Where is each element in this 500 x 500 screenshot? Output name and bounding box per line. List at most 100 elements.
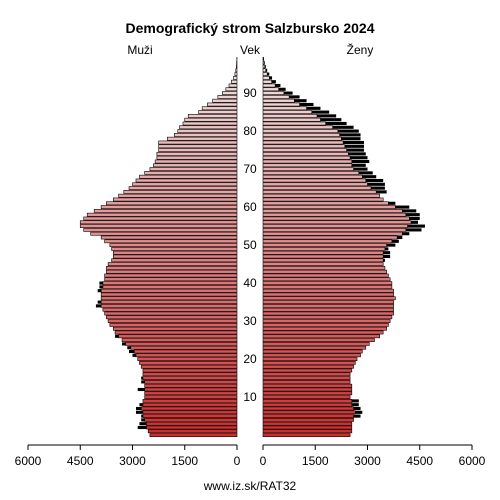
female-x-tick-label: 3000 <box>354 454 381 468</box>
male-bar-age-16 <box>142 372 238 377</box>
female-bar-age-5 <box>262 414 354 418</box>
female-bar-age-33 <box>262 307 394 312</box>
female-bar-age-63 <box>262 193 380 198</box>
female-bar-age-90 <box>262 91 285 95</box>
male-bar-age-24 <box>125 342 238 346</box>
female-bar-age-2 <box>262 425 353 430</box>
age-tick-label: 40 <box>243 276 257 290</box>
female-bar-age-55 <box>262 224 408 228</box>
male-bar-age-31 <box>106 315 238 320</box>
female-surplus-age-50 <box>386 243 396 247</box>
female-surplus-age-75 <box>346 148 365 152</box>
female-surplus-age-54 <box>405 228 422 232</box>
male-bar-age-27 <box>114 330 238 335</box>
female-bar-age-46 <box>262 258 384 263</box>
age-tick-label: 70 <box>243 162 257 176</box>
female-bar-age-74 <box>262 152 349 156</box>
male-surplus-age-7 <box>135 406 142 411</box>
male-surplus-age-38 <box>97 289 102 293</box>
female-bar-age-38 <box>262 288 394 293</box>
male-bar-age-9 <box>142 399 238 403</box>
male-bar-age-41 <box>104 277 238 282</box>
female-surplus-age-95 <box>267 72 270 76</box>
male-bar-age-26 <box>118 334 238 339</box>
female-bar-age-96 <box>262 68 267 73</box>
female-surplus-age-68 <box>362 175 377 179</box>
male-bar-age-22 <box>133 349 238 354</box>
male-bar-age-77 <box>158 140 238 145</box>
male-bar-age-70 <box>149 167 238 171</box>
female-x-axis: 0 1500 3000 4500 6000 <box>260 444 486 468</box>
female-bar-age-27 <box>262 330 384 335</box>
male-bar-age-19 <box>139 361 238 365</box>
male-bar-age-44 <box>106 266 238 270</box>
male-bar-age-43 <box>106 269 238 274</box>
female-bar-age-40 <box>262 281 393 285</box>
male-bar-age-14 <box>144 380 238 384</box>
male-bar-age-89 <box>217 95 238 99</box>
male-bar-age-11 <box>144 391 238 396</box>
male-bar-age-51 <box>104 239 238 244</box>
male-surplus-age-5 <box>141 414 143 418</box>
male-bar-age-83 <box>184 117 238 122</box>
male-bar-age-97 <box>236 64 238 69</box>
female-bar-age-56 <box>262 220 412 225</box>
male-bar-age-17 <box>142 368 238 373</box>
female-surplus-age-9 <box>351 399 359 403</box>
source-label: www.iz.sk/RAT32 <box>203 479 297 493</box>
female-bar-age-35 <box>262 300 394 304</box>
male-surplus-age-35 <box>97 300 102 304</box>
female-bar-age-9 <box>262 399 353 403</box>
male-bar-age-4 <box>144 418 238 422</box>
female-bar-age-94 <box>262 76 270 80</box>
female-bar-age-14 <box>262 380 351 384</box>
male-surplus-age-6 <box>135 410 143 414</box>
male-bar-age-66 <box>132 182 238 187</box>
female-bar-age-47 <box>262 254 384 259</box>
male-bar-age-13 <box>144 383 238 388</box>
female-bar-age-4 <box>262 418 354 422</box>
male-bar-age-2 <box>146 425 238 430</box>
female-surplus-age-55 <box>407 224 425 228</box>
male-bar-age-57 <box>83 216 238 221</box>
male-bar-age-92 <box>228 83 238 88</box>
age-tick-label: 30 <box>243 314 257 328</box>
female-surplus-age-96 <box>265 68 268 72</box>
female-surplus-age-76 <box>344 144 365 148</box>
male-bar-age-50 <box>109 243 238 247</box>
female-bar-age-87 <box>262 102 300 107</box>
male-bar-age-55 <box>79 224 238 228</box>
male-bar-age-64 <box>123 190 238 194</box>
female-surplus-age-52 <box>397 235 403 240</box>
female-surplus-age-77 <box>343 140 365 145</box>
female-bar-age-97 <box>262 64 266 69</box>
female-surplus-age-47 <box>383 254 391 259</box>
male-bar-age-30 <box>107 319 238 323</box>
female-bar-age-18 <box>262 364 354 369</box>
male-bar-age-38 <box>100 288 238 293</box>
female-bar-age-10 <box>262 395 351 399</box>
male-bar-age-25 <box>121 338 238 342</box>
female-bar-age-0 <box>262 433 351 437</box>
male-bar-age-75 <box>158 148 238 152</box>
male-bar-age-67 <box>135 178 238 183</box>
male-surplus-age-14 <box>141 380 145 384</box>
female-surplus-age-65 <box>370 186 385 190</box>
female-bar-age-44 <box>262 266 386 270</box>
female-bar-age-99 <box>262 57 264 61</box>
male-bar-age-71 <box>153 163 238 168</box>
male-bar-age-7 <box>140 406 238 411</box>
female-bar-age-95 <box>262 72 268 76</box>
female-bar-age-3 <box>262 421 353 426</box>
male-bar-age-85 <box>198 110 238 114</box>
female-bar-age-91 <box>262 87 279 92</box>
male-bar-age-74 <box>156 152 238 156</box>
female-bar-age-26 <box>262 334 380 339</box>
male-bar-age-88 <box>212 98 238 103</box>
male-surplus-age-15 <box>141 376 143 380</box>
female-bar-age-85 <box>262 110 313 114</box>
male-bar-age-36 <box>100 296 238 301</box>
male-bar-age-56 <box>79 220 238 225</box>
female-bar-age-57 <box>262 216 410 221</box>
male-bar-age-45 <box>107 262 238 266</box>
